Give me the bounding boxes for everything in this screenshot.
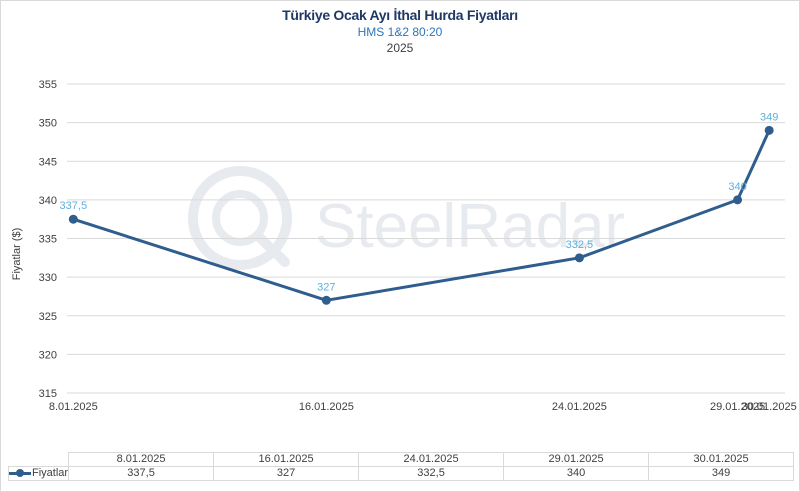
data-table-col-header: 24.01.2025 (358, 452, 505, 467)
y-tick-label: 340 (39, 195, 57, 207)
watermark: SteelRadar (188, 166, 625, 270)
data-table-cell: 340 (503, 466, 650, 481)
y-tick-label: 350 (39, 118, 57, 130)
watermark-text: SteelRadar (315, 192, 625, 261)
data-table-col-header: 16.01.2025 (213, 452, 360, 467)
data-table-row: Fiyatlar 337,5 327 332,5 340 349 (7, 466, 795, 481)
chart-year: 2025 (386, 41, 414, 55)
data-table-header-row: 8.01.2025 16.01.2025 24.01.2025 29.01.20… (9, 452, 795, 467)
data-table-cell: 332,5 (358, 466, 505, 481)
watermark-logo-icon (253, 231, 290, 267)
y-tick-label: 355 (39, 79, 57, 91)
data-label: 327 (317, 281, 335, 293)
data-table: 8.01.2025 16.01.2025 24.01.2025 29.01.20… (7, 452, 795, 481)
data-table-col-header: 30.01.2025 (648, 452, 795, 467)
data-label: 332,5 (566, 239, 594, 251)
legend-line-marker-icon (9, 468, 31, 478)
chart-subtitle: HMS 1&2 80:20 (357, 25, 443, 39)
data-table-corner (9, 453, 69, 467)
y-tick-label: 315 (39, 388, 57, 400)
watermark-logo-icon (212, 190, 268, 246)
legend-entry: Fiyatlar (7, 466, 70, 481)
data-label: 349 (760, 111, 778, 123)
data-point (733, 195, 743, 205)
y-tick-label: 325 (39, 311, 57, 323)
y-tick-label: 345 (39, 156, 57, 168)
chart-title: Türkiye Ocak Ayı İthal Hurda Fiyatları (282, 7, 518, 23)
legend-label: Fiyatlar (32, 467, 69, 479)
data-label: 337,5 (60, 200, 88, 212)
line-chart: SteelRadar 315 320 325 330 335 340 345 350 355 8.0… (39, 79, 797, 413)
y-tick-label: 320 (39, 349, 57, 361)
data-point (574, 253, 584, 263)
x-tick-label: 8.01.2025 (49, 401, 98, 413)
x-tick-label: 29.01.2025 (710, 401, 765, 413)
watermark-logo-icon (188, 166, 292, 270)
y-tick-label: 335 (39, 234, 57, 246)
data-table-cell: 327 (213, 466, 360, 481)
x-tick-label: 16.01.2025 (299, 401, 354, 413)
data-label: 340 (728, 181, 746, 193)
data-table-cell: 337,5 (68, 466, 215, 481)
x-tick-label: 24.01.2025 (552, 401, 607, 413)
data-point (764, 125, 774, 135)
data-table-cell: 349 (648, 466, 795, 481)
y-tick-label: 330 (39, 272, 57, 284)
data-point (68, 214, 78, 224)
data-table-col-header: 29.01.2025 (503, 452, 650, 467)
data-point (321, 295, 331, 305)
x-tick-label: 30.01.2025 (742, 401, 797, 413)
data-table-col-header: 8.01.2025 (68, 452, 215, 467)
